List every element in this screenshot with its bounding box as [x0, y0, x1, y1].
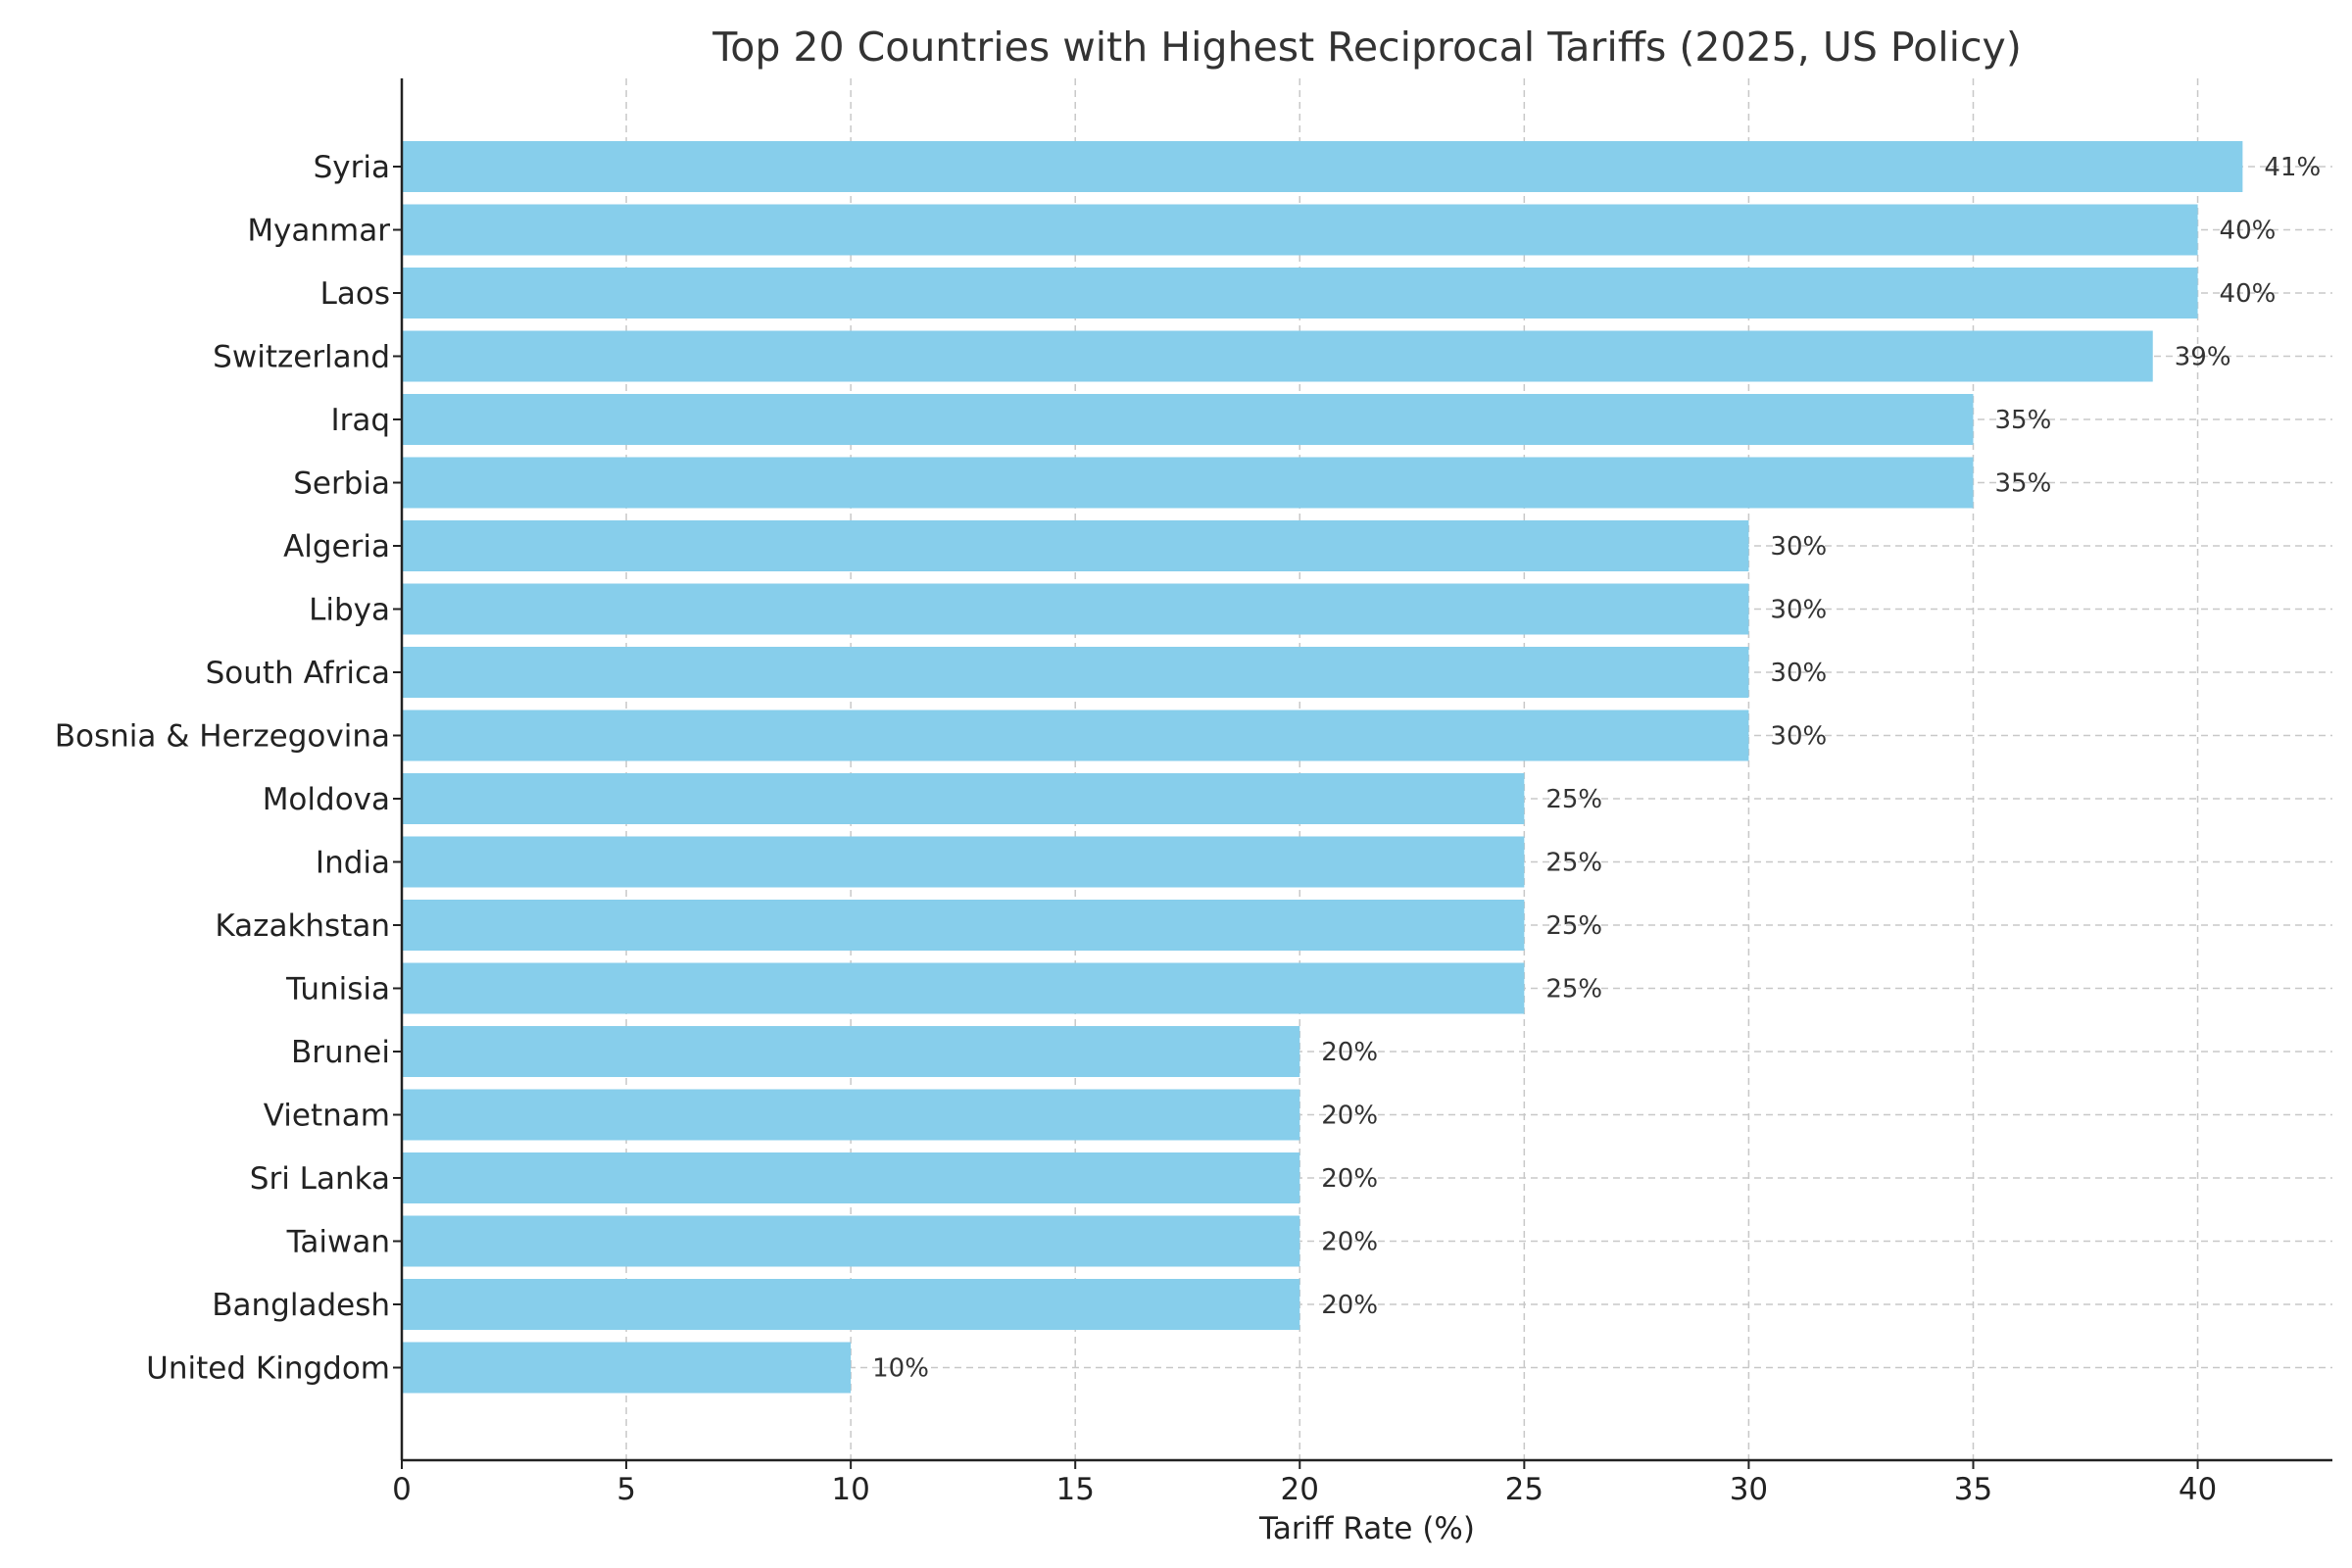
- category-label: Syria: [314, 150, 390, 185]
- category-label: Bosnia & Herzegovina: [55, 719, 390, 755]
- x-tick-label: 20: [1281, 1472, 1319, 1507]
- category-label: Sri Lanka: [250, 1161, 390, 1197]
- x-tick-label: 30: [1730, 1472, 1768, 1507]
- data-label: 40%: [2220, 279, 2277, 309]
- data-label: 10%: [872, 1354, 929, 1384]
- data-label: 20%: [1321, 1102, 1378, 1131]
- category-label: Laos: [320, 276, 390, 312]
- category-label: Iraq: [330, 403, 390, 438]
- labels: Syria 41% Myanmar 40% Laos 40% Switzerland 39% I…: [55, 150, 2321, 1387]
- x-tick-label: 0: [392, 1472, 412, 1507]
- bar: [402, 647, 1749, 698]
- ticks: 0 5 10 15 20 25 30 35 40: [392, 166, 2217, 1507]
- bar: [402, 141, 2243, 192]
- bar: [402, 1152, 1300, 1203]
- data-label: 30%: [1770, 659, 1827, 688]
- data-label: 30%: [1770, 722, 1827, 752]
- data-label: 25%: [1545, 785, 1602, 814]
- bar: [402, 204, 2198, 256]
- bar: [402, 1089, 1300, 1141]
- bar: [402, 583, 1749, 635]
- category-label: Serbia: [293, 466, 390, 502]
- axes: [400, 78, 2332, 1462]
- data-label: 35%: [1994, 406, 2051, 435]
- bar: [402, 1215, 1300, 1267]
- x-tick-label: 10: [831, 1472, 869, 1507]
- bar: [402, 773, 1525, 824]
- data-label: 40%: [2220, 217, 2277, 246]
- x-tick-label: 40: [2179, 1472, 2217, 1507]
- data-label: 20%: [1321, 1164, 1378, 1194]
- x-tick-label: 5: [616, 1472, 636, 1507]
- x-tick-label: 15: [1055, 1472, 1094, 1507]
- data-label: 20%: [1321, 1038, 1378, 1067]
- category-label: Brunei: [291, 1035, 390, 1070]
- category-label: Bangladesh: [212, 1288, 390, 1323]
- bar: [402, 330, 2153, 382]
- category-label: Algeria: [283, 529, 390, 564]
- bar: [402, 900, 1525, 951]
- category-label: Moldova: [263, 782, 390, 817]
- bar: [402, 1026, 1300, 1077]
- category-label: Libya: [309, 593, 390, 628]
- category-label: Tunisia: [285, 972, 390, 1007]
- bars: [402, 141, 2243, 1394]
- x-tick-label: 25: [1505, 1472, 1544, 1507]
- bar: [402, 962, 1525, 1014]
- category-label: United Kingdom: [146, 1351, 390, 1387]
- data-label: 35%: [1994, 469, 2051, 499]
- data-label: 25%: [1545, 911, 1602, 941]
- category-label: Kazakhstan: [215, 908, 390, 944]
- data-label: 30%: [1770, 532, 1827, 562]
- category-label: Vietnam: [264, 1099, 390, 1134]
- x-axis-label: Tariff Rate (%): [1258, 1511, 1475, 1546]
- bar: [402, 268, 2198, 318]
- bar: [402, 394, 1974, 445]
- data-label: 39%: [2175, 343, 2231, 372]
- bar: [402, 1342, 852, 1394]
- x-tick-label: 35: [1954, 1472, 1992, 1507]
- bar: [402, 1279, 1300, 1330]
- bar: [402, 710, 1749, 761]
- chart-title: Top 20 Countries with Highest Reciprocal…: [711, 24, 2022, 71]
- data-label: 25%: [1545, 849, 1602, 878]
- category-label: Switzerland: [213, 340, 390, 375]
- data-label: 20%: [1321, 1228, 1378, 1257]
- bar: [402, 836, 1525, 888]
- category-label: South Africa: [206, 656, 390, 691]
- bar: [402, 520, 1749, 571]
- data-label: 20%: [1321, 1291, 1378, 1320]
- category-label: Myanmar: [247, 214, 390, 249]
- bar: [402, 457, 1974, 509]
- category-label: India: [316, 846, 390, 881]
- data-label: 41%: [2264, 153, 2321, 182]
- data-label: 25%: [1545, 975, 1602, 1004]
- category-label: Taiwan: [286, 1225, 390, 1260]
- data-label: 30%: [1770, 596, 1827, 625]
